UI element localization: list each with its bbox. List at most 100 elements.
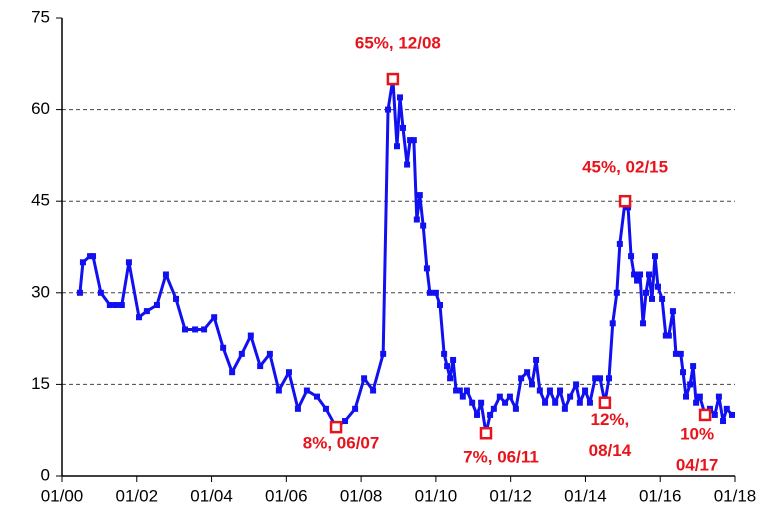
point-marker (533, 356, 540, 363)
point-marker (536, 387, 543, 394)
x-tick-label: 01/00 (41, 486, 84, 505)
highlight-marker (386, 72, 400, 86)
point-marker (690, 363, 697, 370)
point-marker (407, 137, 414, 144)
point-marker (552, 399, 559, 406)
point-marker (456, 387, 463, 394)
annotation: 10% (680, 424, 714, 443)
point-marker (524, 369, 531, 376)
point-marker (672, 350, 679, 357)
x-tick-label: 01/18 (714, 486, 757, 505)
point-marker (546, 387, 553, 394)
point-marker (396, 94, 403, 101)
point-marker (512, 405, 519, 412)
point-marker (648, 295, 655, 302)
point-marker (506, 393, 513, 400)
point-marker (687, 381, 694, 388)
point-marker (404, 161, 411, 168)
point-marker (469, 399, 476, 406)
point-marker (669, 308, 676, 315)
point-marker (432, 289, 439, 296)
point-marker (496, 393, 503, 400)
point-marker (385, 106, 392, 113)
point-marker (651, 253, 658, 260)
point-marker (220, 344, 227, 351)
point-marker (447, 375, 454, 382)
point-marker (643, 289, 650, 296)
y-tick-label: 45 (31, 191, 50, 210)
x-tick-label: 01/02 (116, 486, 159, 505)
annotation: 8%, 06/07 (303, 434, 380, 453)
point-marker (394, 143, 401, 150)
point-marker (640, 320, 647, 327)
point-marker (557, 387, 564, 394)
point-marker (582, 387, 589, 394)
x-tick-label: 01/12 (489, 486, 532, 505)
point-marker (502, 399, 509, 406)
point-marker (561, 405, 568, 412)
point-marker (453, 387, 460, 394)
x-tick-label: 01/14 (564, 486, 607, 505)
point-marker (125, 259, 132, 266)
point-marker (586, 399, 593, 406)
point-marker (173, 295, 180, 302)
point-marker (313, 393, 320, 400)
point-marker (426, 289, 433, 296)
point-marker (143, 308, 150, 315)
point-marker (112, 302, 119, 309)
point-marker (153, 302, 160, 309)
point-marker (285, 369, 292, 376)
point-marker (573, 381, 580, 388)
annotation: 04/17 (676, 455, 719, 474)
point-marker (410, 137, 417, 144)
highlight-marker (479, 427, 493, 440)
point-marker (567, 393, 574, 400)
point-marker (659, 295, 666, 302)
point-marker (79, 259, 86, 266)
point-marker (696, 393, 703, 400)
point-marker (420, 222, 427, 229)
point-marker (680, 369, 687, 376)
point-marker (693, 399, 700, 406)
point-marker (238, 350, 245, 357)
y-tick-label: 60 (31, 99, 50, 118)
annotation: 65%, 12/08 (355, 34, 441, 53)
point-marker (97, 289, 104, 296)
point-marker (437, 302, 444, 309)
x-tick-label: 01/10 (415, 486, 458, 505)
x-tick-label: 01/04 (190, 486, 233, 505)
highlight-marker (698, 408, 712, 422)
point-marker (474, 411, 481, 418)
highlight-marker (598, 396, 612, 409)
point-marker (677, 350, 684, 357)
point-marker (683, 393, 690, 400)
point-marker (463, 387, 470, 394)
y-tick-label: 15 (31, 374, 50, 393)
point-marker (711, 411, 718, 418)
point-marker (528, 381, 535, 388)
point-marker (342, 418, 349, 425)
point-marker (257, 363, 264, 370)
point-marker (631, 271, 638, 278)
point-marker (352, 405, 359, 412)
point-marker (294, 405, 301, 412)
point-marker (609, 320, 616, 327)
point-marker (729, 411, 736, 418)
point-marker (646, 271, 653, 278)
point-marker (266, 350, 273, 357)
point-marker (361, 375, 368, 382)
point-marker (136, 314, 143, 321)
point-marker (380, 350, 387, 357)
point-marker (229, 369, 236, 376)
point-marker (106, 302, 113, 309)
point-marker (413, 216, 420, 223)
point-marker (370, 387, 377, 394)
point-marker (478, 399, 485, 406)
point-marker (322, 405, 329, 412)
point-marker (634, 277, 641, 284)
point-marker (720, 418, 727, 425)
highlight-marker (329, 420, 343, 434)
point-marker (616, 240, 623, 247)
point-marker (162, 271, 169, 278)
